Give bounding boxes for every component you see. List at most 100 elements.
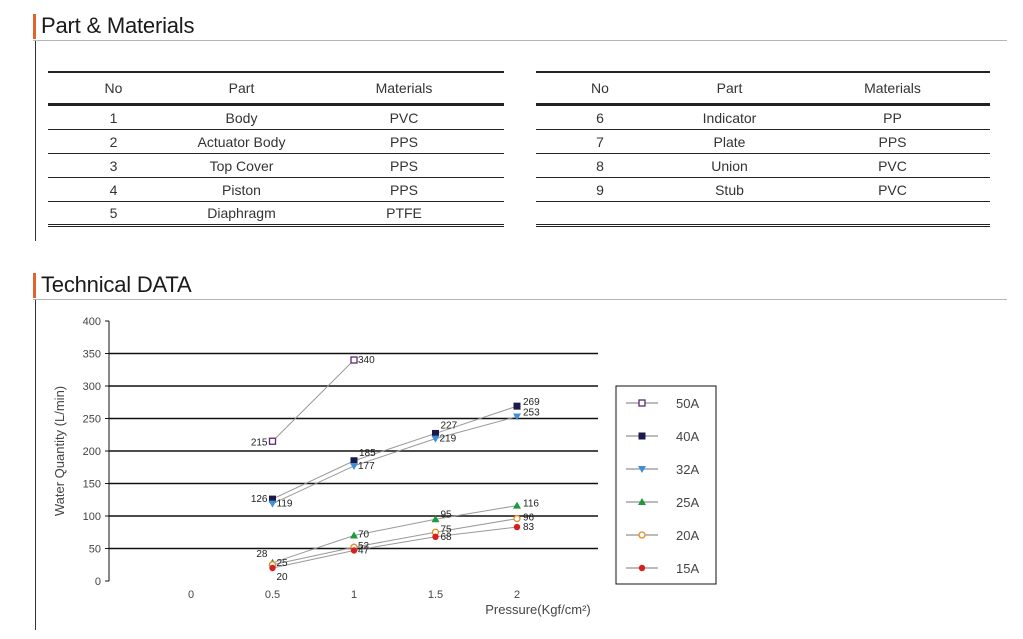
data-point-50A (350, 356, 358, 364)
data-point-20A (513, 514, 521, 523)
legend-marker-40A (638, 432, 646, 440)
data-label-15A: 83 (523, 522, 535, 533)
x-tick-label: 0.5 (265, 589, 280, 601)
y-tick-label: 0 (95, 576, 101, 588)
y-tick-label: 400 (83, 316, 101, 328)
table-header-row: No Part Materials (48, 71, 504, 106)
table-row: 9 Stub PVC (536, 177, 990, 202)
cell-part: Plate (664, 129, 795, 154)
data-label-40A: 227 (441, 420, 458, 431)
legend-marker-20A (638, 531, 646, 539)
x-axis-title: Pressure(Kgf/cm²) (485, 602, 590, 617)
legend-label-32A: 32A (676, 462, 699, 477)
y-tick-label: 350 (83, 349, 101, 361)
cell-material: PPS (304, 153, 504, 178)
cell-no: 8 (536, 153, 664, 178)
data-label-40A: 126 (251, 494, 268, 505)
x-tick-label: 1 (351, 589, 357, 601)
legend-marker-15A (638, 564, 646, 572)
data-label-32A: 219 (440, 434, 457, 445)
x-tick-label: 0 (188, 589, 194, 601)
cell-material: PTFE (304, 201, 504, 227)
cell-no: 1 (48, 104, 179, 130)
y-tick-label: 50 (89, 544, 101, 556)
cell-part (664, 201, 795, 227)
x-tick-label: 1.5 (428, 589, 443, 601)
cell-no: 6 (536, 104, 664, 130)
data-point-40A (432, 429, 439, 437)
parts-section-title: Part & Materials (41, 13, 195, 38)
cell-part: Diaphragm (179, 201, 304, 227)
data-point-40A (513, 402, 521, 410)
cell-material: PVC (795, 177, 990, 202)
table-row: 5 Diaphragm PTFE (48, 201, 504, 227)
parts-section-rule (35, 41, 36, 241)
x-tick-label: 2 (514, 589, 520, 601)
legend-marker-25A (638, 498, 646, 505)
cell-part: Indicator (664, 104, 795, 130)
table-row (536, 201, 990, 227)
y-tick-label: 200 (83, 446, 101, 458)
column-header-materials: Materials (795, 71, 990, 106)
data-point-40A (350, 457, 358, 465)
table-row: 2 Actuator Body PPS (48, 129, 504, 154)
section-accent-bar (33, 273, 36, 298)
technical-data-header: Technical DATA (33, 271, 1007, 300)
data-point-15A (432, 533, 439, 540)
parts-section-header: Part & Materials (33, 12, 1007, 41)
data-label-50A: 340 (358, 355, 375, 366)
data-point-40A (269, 495, 276, 503)
cell-no (536, 201, 664, 227)
legend-label-40A: 40A (676, 429, 699, 444)
y-tick-label: 250 (83, 414, 101, 426)
data-label-40A: 185 (359, 448, 376, 459)
cell-material: PVC (795, 153, 990, 178)
column-header-no: No (536, 71, 664, 106)
data-point-25A (431, 515, 440, 523)
data-point-25A (350, 531, 358, 539)
table-row: 7 Plate PPS (536, 129, 990, 154)
data-point-15A (513, 523, 521, 531)
table-row: 3 Top Cover PPS (48, 153, 504, 178)
data-label-20A: 96 (523, 513, 535, 524)
cell-part: Union (664, 153, 795, 178)
legend-label-15A: 15A (676, 561, 699, 576)
series-line-40A (272, 405, 518, 500)
data-point-32A (350, 462, 358, 470)
data-label-32A: 253 (523, 408, 540, 419)
data-label-20A: 75 (441, 524, 453, 535)
table-row: 6 Indicator PP (536, 104, 990, 130)
data-label-15A: 47 (358, 545, 370, 556)
legend-marker-32A (638, 466, 646, 473)
column-header-part: Part (179, 71, 304, 106)
data-point-32A (431, 435, 440, 443)
cell-part: Stub (664, 177, 795, 202)
column-header-part: Part (664, 71, 795, 106)
cell-part: Actuator Body (179, 129, 304, 154)
data-label-32A: 177 (358, 461, 375, 472)
data-label-15A: 68 (441, 532, 453, 543)
data-label-15A: 20 (277, 572, 289, 583)
cell-material: PVC (304, 104, 504, 130)
data-point-50A (268, 437, 277, 445)
data-point-32A (268, 500, 277, 508)
column-header-materials: Materials (304, 71, 504, 106)
cell-material: PP (795, 104, 990, 130)
y-tick-label: 100 (83, 511, 101, 523)
data-label-32A: 119 (277, 499, 293, 510)
data-point-32A (513, 413, 521, 421)
data-point-15A (269, 564, 276, 572)
technical-data-title: Technical DATA (41, 272, 192, 297)
legend-label-50A: 50A (676, 396, 699, 411)
data-label-20A: 52 (358, 541, 370, 552)
series-line-15A (272, 526, 518, 569)
data-point-15A (350, 547, 358, 554)
cell-material: PPS (795, 129, 990, 154)
y-tick-label: 300 (83, 381, 101, 393)
cell-no: 7 (536, 129, 664, 154)
technical-section-rule (35, 300, 36, 630)
series-line-20A (272, 518, 518, 566)
data-label-25A: 70 (358, 530, 370, 541)
legend-marker-50A (638, 399, 646, 407)
